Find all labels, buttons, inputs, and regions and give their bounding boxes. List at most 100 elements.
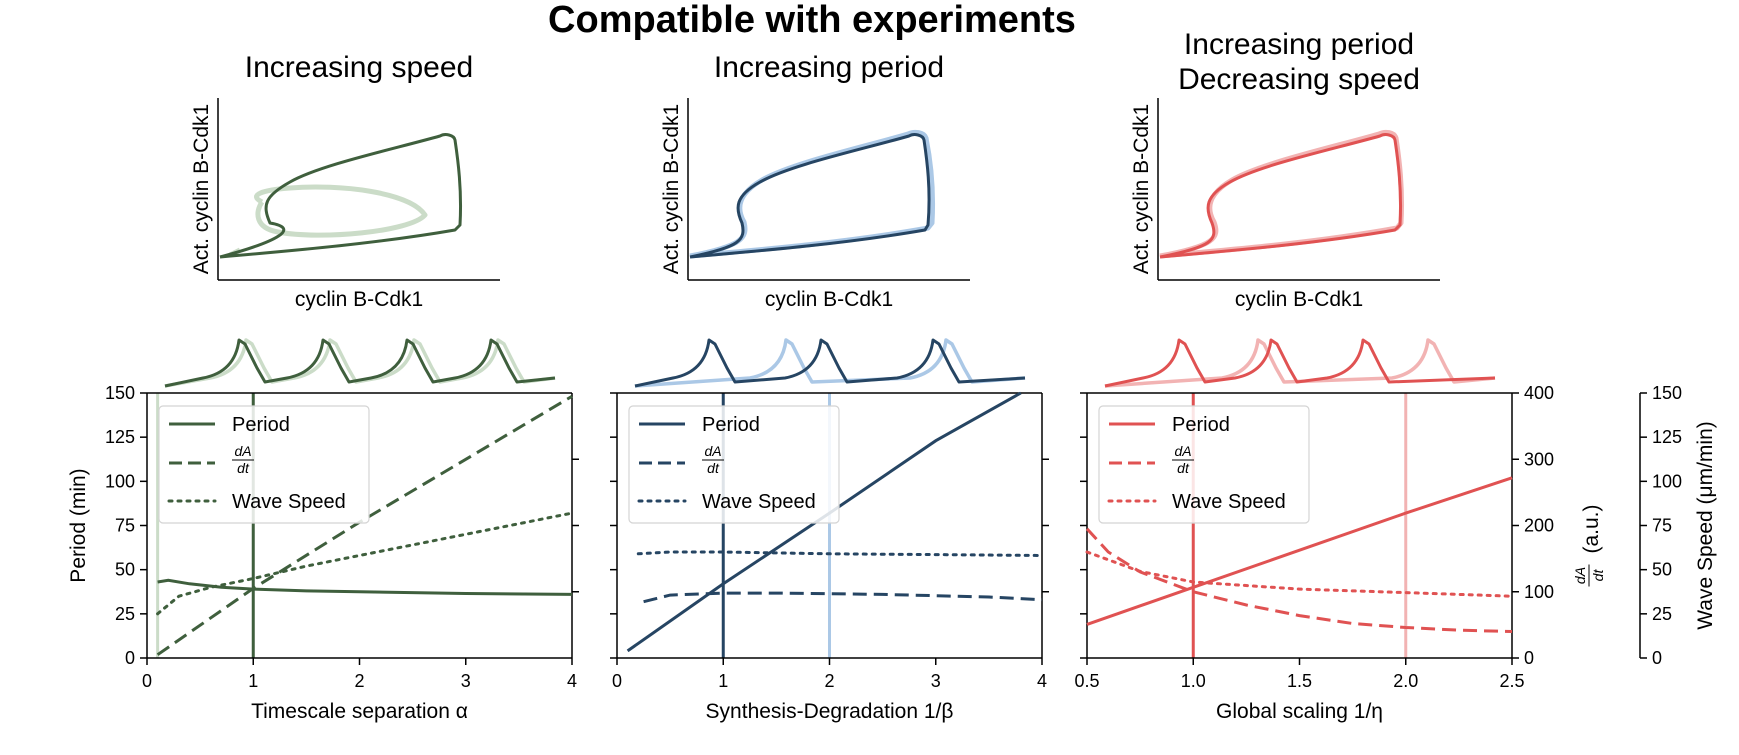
y-tick-label: 150 bbox=[105, 383, 135, 403]
x-tick-label: 2 bbox=[824, 671, 834, 691]
dadt-axis-label: dA dt (a.u.) bbox=[1572, 504, 1606, 587]
speed-tick-label: 50 bbox=[1652, 560, 1672, 580]
frac-numerator: dA bbox=[234, 443, 251, 459]
x-tick-label: 0.5 bbox=[1074, 671, 1099, 691]
phase-title: Decreasing speed bbox=[1178, 63, 1420, 96]
dadt-tick-label: 400 bbox=[1524, 383, 1554, 403]
trace-panel-3 bbox=[1104, 338, 1496, 388]
x-tick-label: 2.5 bbox=[1499, 671, 1524, 691]
time-series-traces bbox=[164, 338, 1496, 388]
phase-title: Increasing period bbox=[714, 51, 944, 84]
x-tick-label: 1.0 bbox=[1181, 671, 1206, 691]
sweep-plot-1: 0 1 2 3 4 Timescale separation α 0 25 50 75 100 125… bbox=[67, 383, 579, 723]
frac-denominator: dt bbox=[1177, 460, 1190, 476]
y-tick-label: 125 bbox=[105, 427, 135, 447]
speed-tick-label: 150 bbox=[1652, 383, 1682, 403]
trace-dark bbox=[1104, 338, 1496, 388]
speed-axis-label: Wave Speed (μm/min) bbox=[1694, 421, 1717, 630]
x-tick-label: 2.0 bbox=[1393, 671, 1418, 691]
y-tick-label: 25 bbox=[115, 604, 135, 624]
y-tick-label: 0 bbox=[125, 648, 135, 668]
phase-y-label: Act. cyclin B-Cdk1 bbox=[190, 104, 213, 274]
speed-tick-label: 75 bbox=[1652, 516, 1672, 536]
series-da-dt bbox=[1085, 527, 1513, 633]
x-axis-label: Timescale separation α bbox=[251, 700, 468, 723]
y-tick-label: 50 bbox=[115, 560, 135, 580]
dadt-tick-label: 100 bbox=[1524, 582, 1554, 602]
x-axis-label: Synthesis-Degradation 1/β bbox=[706, 700, 954, 723]
dadt-label-numerator: dA bbox=[1572, 567, 1588, 584]
phase-title: Increasing speed bbox=[245, 51, 474, 84]
dadt-label-unit: (a.u.) bbox=[1580, 504, 1603, 553]
legend-box bbox=[628, 405, 840, 524]
legend-label-period: Period bbox=[232, 414, 290, 436]
phase-trajectory-light bbox=[1159, 129, 1405, 259]
trace-light bbox=[1104, 338, 1496, 388]
speed-tick-label: 25 bbox=[1652, 604, 1672, 624]
trace-dark bbox=[164, 338, 556, 388]
phase-portraits: Increasing speed cyclin B-Cdk1 Act. cyclin… bbox=[190, 28, 1440, 311]
dadt-tick-label: 0 bbox=[1524, 648, 1534, 668]
series-wave-speed bbox=[156, 511, 574, 616]
trace-panel-1 bbox=[164, 338, 556, 388]
speed-tick-label: 125 bbox=[1652, 427, 1682, 447]
phase-y-label: Act. cyclin B-Cdk1 bbox=[660, 104, 683, 274]
series-period bbox=[1086, 476, 1513, 626]
phase-trajectory-dark bbox=[219, 133, 463, 259]
legend-label-wave-speed: Wave Speed bbox=[1172, 491, 1286, 513]
trace-dark bbox=[634, 338, 1026, 388]
phase-panel-1: Increasing speed cyclin B-Cdk1 Act. cyclin… bbox=[190, 51, 500, 311]
phase-panel-2: Increasing period cyclin B-Cdk1 Act. cycli… bbox=[660, 51, 970, 311]
trace-panel-2 bbox=[634, 338, 1026, 388]
phase-trajectory-light bbox=[689, 129, 936, 259]
phase-trajectory-dark bbox=[1159, 133, 1403, 259]
x-tick-label: 0 bbox=[142, 671, 152, 691]
phase-title: Increasing period bbox=[1184, 28, 1414, 61]
legend-label-period: Period bbox=[1172, 414, 1230, 436]
dadt-label-denominator: dt bbox=[1590, 569, 1606, 582]
y-axis-label: Period (min) bbox=[67, 468, 90, 582]
figure-title: Compatible with experiments bbox=[548, 0, 1076, 41]
series-period bbox=[157, 578, 573, 596]
x-tick-label: 4 bbox=[1037, 671, 1047, 691]
x-tick-label: 1 bbox=[718, 671, 728, 691]
frac-denominator: dt bbox=[707, 460, 720, 476]
frac-numerator: dA bbox=[704, 443, 721, 459]
legend-label-period: Period bbox=[702, 414, 760, 436]
legend-box bbox=[1098, 405, 1310, 524]
x-tick-label: 0 bbox=[612, 671, 622, 691]
frac-numerator: dA bbox=[1174, 443, 1191, 459]
series-wave-speed bbox=[636, 550, 1044, 557]
x-tick-label: 1.5 bbox=[1287, 671, 1312, 691]
x-tick-label: 1 bbox=[248, 671, 258, 691]
phase-x-label: cyclin B-Cdk1 bbox=[295, 288, 423, 311]
sweep-plot-2: 0 1 2 3 4 Synthesis-Degradation 1/β Period dAdt… bbox=[610, 391, 1049, 723]
y-tick-label: 75 bbox=[115, 516, 135, 536]
series-wave-speed bbox=[1085, 550, 1514, 598]
y-tick-label: 100 bbox=[105, 471, 135, 491]
phase-y-label: Act. cyclin B-Cdk1 bbox=[1130, 104, 1153, 274]
x-tick-label: 4 bbox=[567, 671, 577, 691]
legend-label-wave-speed: Wave Speed bbox=[702, 491, 816, 513]
phase-x-label: cyclin B-Cdk1 bbox=[1235, 288, 1363, 311]
frac-denominator: dt bbox=[237, 460, 250, 476]
right-axes: 0 100 200 300 400 dA dt (a.u.) 0 25 50 75 100 125 150 W… bbox=[1512, 383, 1717, 668]
x-axis-label: Global scaling 1/η bbox=[1216, 700, 1383, 723]
sweep-plot-3: 0.5 1.0 1.5 2.0 2.5 Global scaling 1/η Period d… bbox=[1074, 392, 1525, 723]
legend-label-wave-speed: Wave Speed bbox=[232, 491, 346, 513]
x-tick-label: 3 bbox=[931, 671, 941, 691]
phase-trajectory-dark bbox=[689, 133, 931, 259]
speed-tick-label: 0 bbox=[1652, 648, 1662, 668]
dadt-tick-label: 300 bbox=[1524, 449, 1554, 469]
dadt-tick-label: 200 bbox=[1524, 516, 1554, 536]
x-tick-label: 3 bbox=[461, 671, 471, 691]
